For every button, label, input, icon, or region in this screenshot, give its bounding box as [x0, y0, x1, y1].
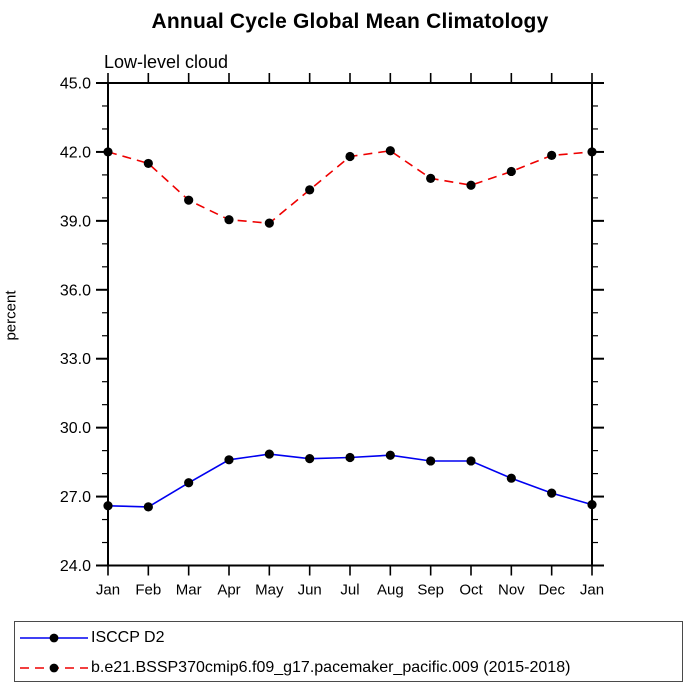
- x-tick-label: Nov: [498, 582, 525, 599]
- x-tick-label: Mar: [176, 582, 202, 599]
- series-0-marker: [587, 500, 597, 510]
- chart-title: Annual Cycle Global Mean Climatology: [151, 10, 549, 33]
- series-0-marker: [224, 455, 234, 465]
- series-1-marker: [466, 180, 476, 190]
- series-0-marker: [305, 454, 315, 464]
- series-1-marker: [345, 151, 355, 162]
- series-line-1: [107, 149, 593, 225]
- chart-subtitle: Low-level cloud: [104, 52, 229, 72]
- y-tick-label: 39.0: [60, 213, 91, 230]
- series-1-marker: [385, 146, 395, 156]
- series-0-marker: [103, 501, 113, 511]
- series-1-marker: [184, 195, 194, 205]
- series-0-marker: [264, 449, 274, 459]
- y-tick-label: 33.0: [60, 351, 91, 368]
- legend-label-series1: ISCCP D2: [91, 629, 165, 646]
- y-tick-label: 27.0: [60, 489, 91, 506]
- x-tick-label: Aug: [377, 582, 404, 599]
- y-tick-label: 36.0: [60, 282, 91, 299]
- x-tick-label: Jan: [96, 582, 120, 599]
- solid-line-marker-icon: [20, 633, 88, 643]
- x-tick-label: Dec: [538, 582, 565, 599]
- y-axis-title: percent: [2, 290, 20, 341]
- y-tick-label: 30.0: [60, 420, 91, 437]
- legend-item-isccp: ISCCP D2: [15, 624, 682, 652]
- y-tick-label: 42.0: [60, 144, 91, 161]
- series-1-marker: [587, 147, 597, 157]
- dashed-line-marker-icon: [20, 663, 88, 673]
- y-tick-label: 24.0: [60, 558, 91, 575]
- series-1-marker: [143, 158, 153, 169]
- legend: ISCCP D2 b.e21.BSSP370cmip6.f09_g17.pace…: [14, 621, 683, 682]
- series-0-marker: [426, 456, 436, 466]
- x-tick-label: Oct: [459, 582, 483, 599]
- series-0-marker: [466, 456, 476, 466]
- x-tick-label: Jul: [340, 582, 359, 599]
- series-1-marker: [426, 173, 436, 183]
- series-0-marker: [184, 478, 194, 488]
- series-1-marker: [547, 150, 557, 160]
- x-tick-label: May: [255, 582, 284, 599]
- series-1-marker: [103, 147, 113, 157]
- x-tick-label: Apr: [217, 582, 240, 599]
- series-1-marker: [224, 215, 234, 225]
- series-0-marker: [345, 452, 355, 463]
- series-0-marker: [506, 473, 516, 483]
- legend-label-series2: b.e21.BSSP370cmip6.f09_g17.pacemaker_pac…: [91, 659, 571, 676]
- legend-item-model: b.e21.BSSP370cmip6.f09_g17.pacemaker_pac…: [15, 654, 682, 682]
- series-1-marker: [305, 185, 315, 195]
- x-tick-label: Jan: [580, 582, 604, 599]
- series-0-marker: [547, 488, 557, 498]
- x-tick-label: Jun: [298, 582, 322, 599]
- series-1-marker: [506, 166, 516, 177]
- series-1-marker: [264, 218, 274, 228]
- x-tick-label: Sep: [417, 582, 444, 599]
- y-tick-label: 45.0: [60, 76, 91, 93]
- x-tick-label: Feb: [135, 582, 161, 599]
- series-0-marker: [143, 502, 153, 512]
- series-0-marker: [385, 450, 395, 460]
